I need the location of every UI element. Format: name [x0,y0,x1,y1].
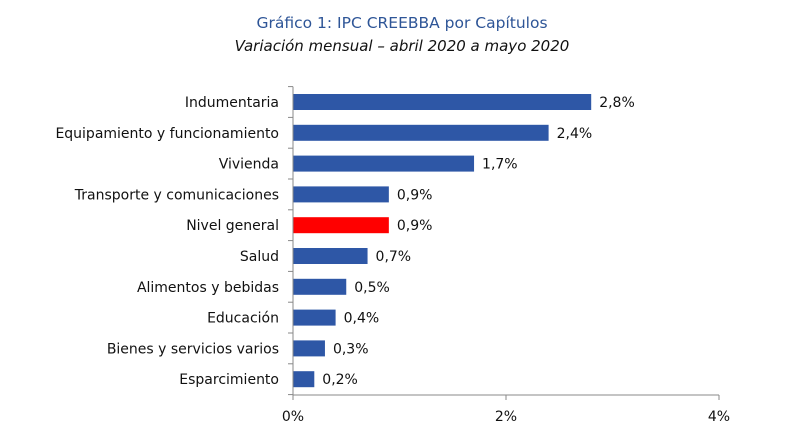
data-label: 0,5% [354,280,390,296]
bar [293,217,389,234]
x-axis: 0% 2% 4% [282,86,730,425]
category-label: Educación [207,311,279,327]
bar [293,248,368,264]
bar [293,94,592,110]
bar [293,371,315,388]
category-label: Bienes y servicios varios [107,341,279,357]
bar [293,309,336,326]
data-label: 0,7% [376,249,412,265]
x-tick-label: 4% [708,409,730,425]
category-label: Vivienda [219,157,279,173]
data-label: 1,7% [482,157,518,173]
bar [293,340,325,357]
data-label: 0,4% [344,311,380,327]
category-label: Indumentaria [185,95,279,111]
chart-title: Gráfico 1: IPC CREEBBA por Capítulos [256,14,548,32]
category-label: Nivel general [186,218,279,234]
data-label: 2,4% [557,126,593,142]
bar [293,124,549,141]
x-tick-label: 2% [495,409,517,425]
bars-group: Indumentaria 2,8% Equipamiento y funcionam… [55,94,635,388]
data-label: 2,8% [599,95,635,111]
chart-subtitle: Variación mensual – abril 2020 a mayo 20… [234,37,570,55]
category-label: Esparcimiento [179,372,279,388]
category-label: Alimentos y bebidas [137,280,279,296]
bar [293,155,475,172]
data-label: 0,2% [322,372,358,388]
category-label: Salud [240,249,279,265]
data-label: 0,9% [397,187,433,203]
bar [293,186,389,203]
bar [293,278,347,295]
category-label: Transporte y comunicaciones [74,187,279,203]
data-label: 0,3% [333,341,369,357]
category-label: Equipamiento y funcionamiento [55,126,279,142]
data-label: 0,9% [397,218,433,234]
x-tick-label: 0% [282,409,304,425]
